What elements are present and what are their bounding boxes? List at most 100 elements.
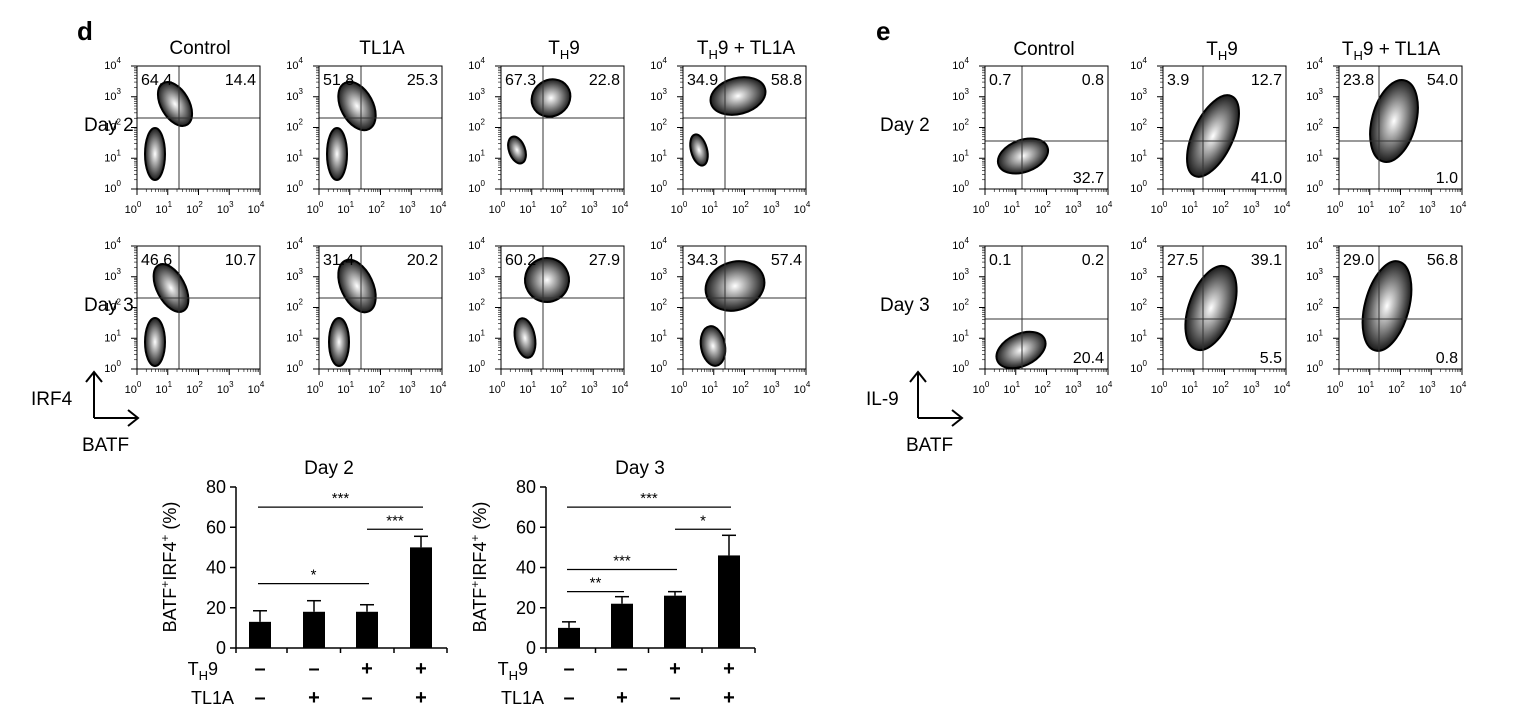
significance-label: *** (332, 490, 350, 507)
d-xtick-label: 103 (581, 200, 598, 216)
e-xtick-label: 104 (1450, 380, 1467, 396)
d-xtick-label: 101 (701, 380, 718, 396)
e-frame (1162, 245, 1287, 370)
e-ytick-label: 101 (1306, 328, 1323, 344)
d-xtick-label: 100 (489, 200, 506, 216)
e-plot-r1-c2: 100 101 102 103 104 100 101 102 103 104 29.0 56.8 0.… (1306, 236, 1467, 396)
d-axis-legend: IRF4 BATF (31, 370, 140, 456)
condition-mark: – (254, 687, 265, 709)
d-xtick-label: 102 (550, 200, 567, 216)
condition-label-tl1a: TL1A (501, 688, 544, 708)
d-xtick-label: 104 (248, 380, 265, 396)
e-ytick-label: 100 (1306, 359, 1323, 375)
d-xtick-label: 104 (612, 200, 629, 216)
quadrant-ur-value: 25.3 (407, 72, 438, 89)
e-frame (1338, 65, 1463, 190)
condition-mark: + (361, 658, 373, 680)
e-xtick-label: 100 (1327, 200, 1344, 216)
d-ytick-label: 103 (104, 87, 121, 103)
d-frame (500, 245, 625, 370)
e-xtick-label: 101 (1357, 380, 1374, 396)
density-contour (337, 258, 377, 314)
y-tick-label: 40 (206, 558, 226, 578)
d-row-label-day2: Day 2 (84, 115, 134, 136)
quadrant-lr-value: 5.5 (1260, 350, 1282, 367)
e-ytick-label: 103 (1306, 87, 1323, 103)
e-xtick-label: 100 (973, 380, 990, 396)
condition-mark: – (361, 687, 372, 709)
density-contour (699, 325, 727, 367)
e-xtick-label: 104 (1274, 380, 1291, 396)
d-xtick-label: 100 (307, 200, 324, 216)
density-contour (507, 135, 527, 165)
y-tick-label: 40 (516, 558, 536, 578)
e-ytick-label: 100 (1306, 179, 1323, 195)
density-contour (144, 127, 166, 181)
e-ytick-label: 104 (952, 56, 969, 72)
significance-label: *** (386, 512, 404, 529)
e-xtick-label: 101 (1003, 380, 1020, 396)
quadrant-ur-value: 12.7 (1251, 72, 1282, 89)
d-xtick-label: 104 (430, 200, 447, 216)
d-xtick-label: 103 (763, 200, 780, 216)
d-xtick-label: 102 (732, 200, 749, 216)
d-plot-r1-c3: 100 101 102 103 104 100 101 102 103 104 34.3 57.4 (650, 236, 811, 396)
d-plot-r1-c2: 100 101 102 103 104 100 101 102 103 104 60.2 27.9 (468, 236, 629, 396)
e-xtick-label: 103 (1065, 380, 1082, 396)
e-xtick-label: 100 (1327, 380, 1344, 396)
condition-mark: + (669, 658, 681, 680)
condition-label-th9: TH9 (498, 659, 528, 683)
e-ytick-label: 103 (1306, 267, 1323, 283)
density-contour (152, 263, 190, 313)
y-tick-label: 60 (516, 517, 536, 537)
e-ytick-label: 102 (952, 298, 969, 314)
d-xtick-label: 103 (581, 380, 598, 396)
e-xtick-label: 101 (1181, 380, 1198, 396)
significance-label: * (311, 567, 317, 584)
e-ytick-label: 104 (1306, 236, 1323, 252)
quadrant-ul-value: 31.4 (323, 252, 354, 269)
quadrant-ul-value: 46.6 (141, 252, 172, 269)
e-xtick-label: 103 (1419, 380, 1436, 396)
e-xtick-label: 101 (1357, 200, 1374, 216)
e-plot-r0-c2: 100 101 102 103 104 100 101 102 103 104 23.8 54.0 1.… (1306, 56, 1467, 216)
e-row-label-day2: Day 2 (880, 115, 930, 136)
e-frame (984, 245, 1109, 370)
quadrant-ul-value: 34.9 (687, 72, 718, 89)
e-ytick-label: 104 (1130, 236, 1147, 252)
density-contour (144, 317, 166, 367)
e-frame (1338, 245, 1463, 370)
condition-mark: + (308, 687, 320, 709)
d-xtick-label: 103 (217, 380, 234, 396)
d-col-header-th9-tl1a: TH9 + TL1A (697, 38, 796, 62)
quadrant-ul-value: 51.8 (323, 72, 354, 89)
d-xtick-label: 101 (519, 380, 536, 396)
d-xtick-label: 100 (125, 200, 142, 216)
condition-mark: – (254, 658, 265, 680)
quadrant-ul-value: 64.4 (141, 72, 172, 89)
d-xtick-label: 101 (155, 200, 172, 216)
density-contour (709, 76, 767, 116)
bar (303, 611, 325, 648)
y-tick-label: 0 (216, 638, 226, 658)
d-frame (682, 245, 807, 370)
e-row-label-day3: Day 3 (880, 295, 930, 316)
quadrant-ur-value: 0.2 (1082, 252, 1104, 269)
y-axis-label: BATF+IRF4+ (%) (468, 502, 490, 633)
d-ytick-label: 102 (286, 118, 303, 134)
e-frame (984, 65, 1109, 190)
d-xtick-label: 103 (399, 200, 416, 216)
e-xtick-label: 104 (1274, 200, 1291, 216)
d-xtick-label: 104 (794, 380, 811, 396)
e-ytick-label: 102 (952, 118, 969, 134)
condition-mark: + (723, 658, 735, 680)
d-ytick-label: 102 (650, 118, 667, 134)
d-ytick-label: 104 (286, 56, 303, 72)
quadrant-ul-value: 60.2 (505, 252, 536, 269)
d-xtick-label: 103 (763, 380, 780, 396)
e-xtick-label: 102 (1388, 200, 1405, 216)
d-xtick-label: 102 (550, 380, 567, 396)
density-contour (995, 330, 1047, 370)
e-xtick-label: 102 (1034, 200, 1051, 216)
